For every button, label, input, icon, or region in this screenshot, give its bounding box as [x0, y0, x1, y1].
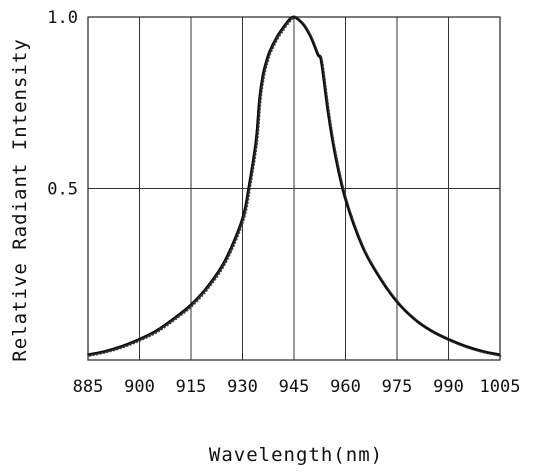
x-tick-label: 960 [330, 377, 361, 397]
intensity-curve-shadow [89, 17, 502, 357]
y-tick-labels: 0.5 1.0 [47, 8, 78, 200]
x-tick-label: 1005 [480, 377, 521, 397]
y-tick-label: 0.5 [47, 180, 78, 200]
x-tick-label: 900 [124, 377, 155, 397]
x-tick-label: 975 [382, 377, 413, 397]
x-tick-label: 990 [433, 377, 464, 397]
plot-frame [87, 16, 501, 361]
intensity-curve-edge [87, 15, 500, 355]
x-tick-label: 930 [227, 377, 258, 397]
x-tick-labels: 885 900 915 930 945 960 975 990 1005 [73, 377, 521, 397]
y-axis-title: Relative Radiant Intensity [9, 38, 31, 361]
y-tick-label: 1.0 [47, 8, 78, 28]
x-tick-label: 915 [176, 377, 207, 397]
grid [88, 17, 500, 360]
curve-layer [87, 15, 502, 357]
x-axis-title: Wavelength(nm) [209, 444, 383, 466]
x-tick-label: 945 [279, 377, 310, 397]
x-tick-label: 885 [73, 377, 104, 397]
